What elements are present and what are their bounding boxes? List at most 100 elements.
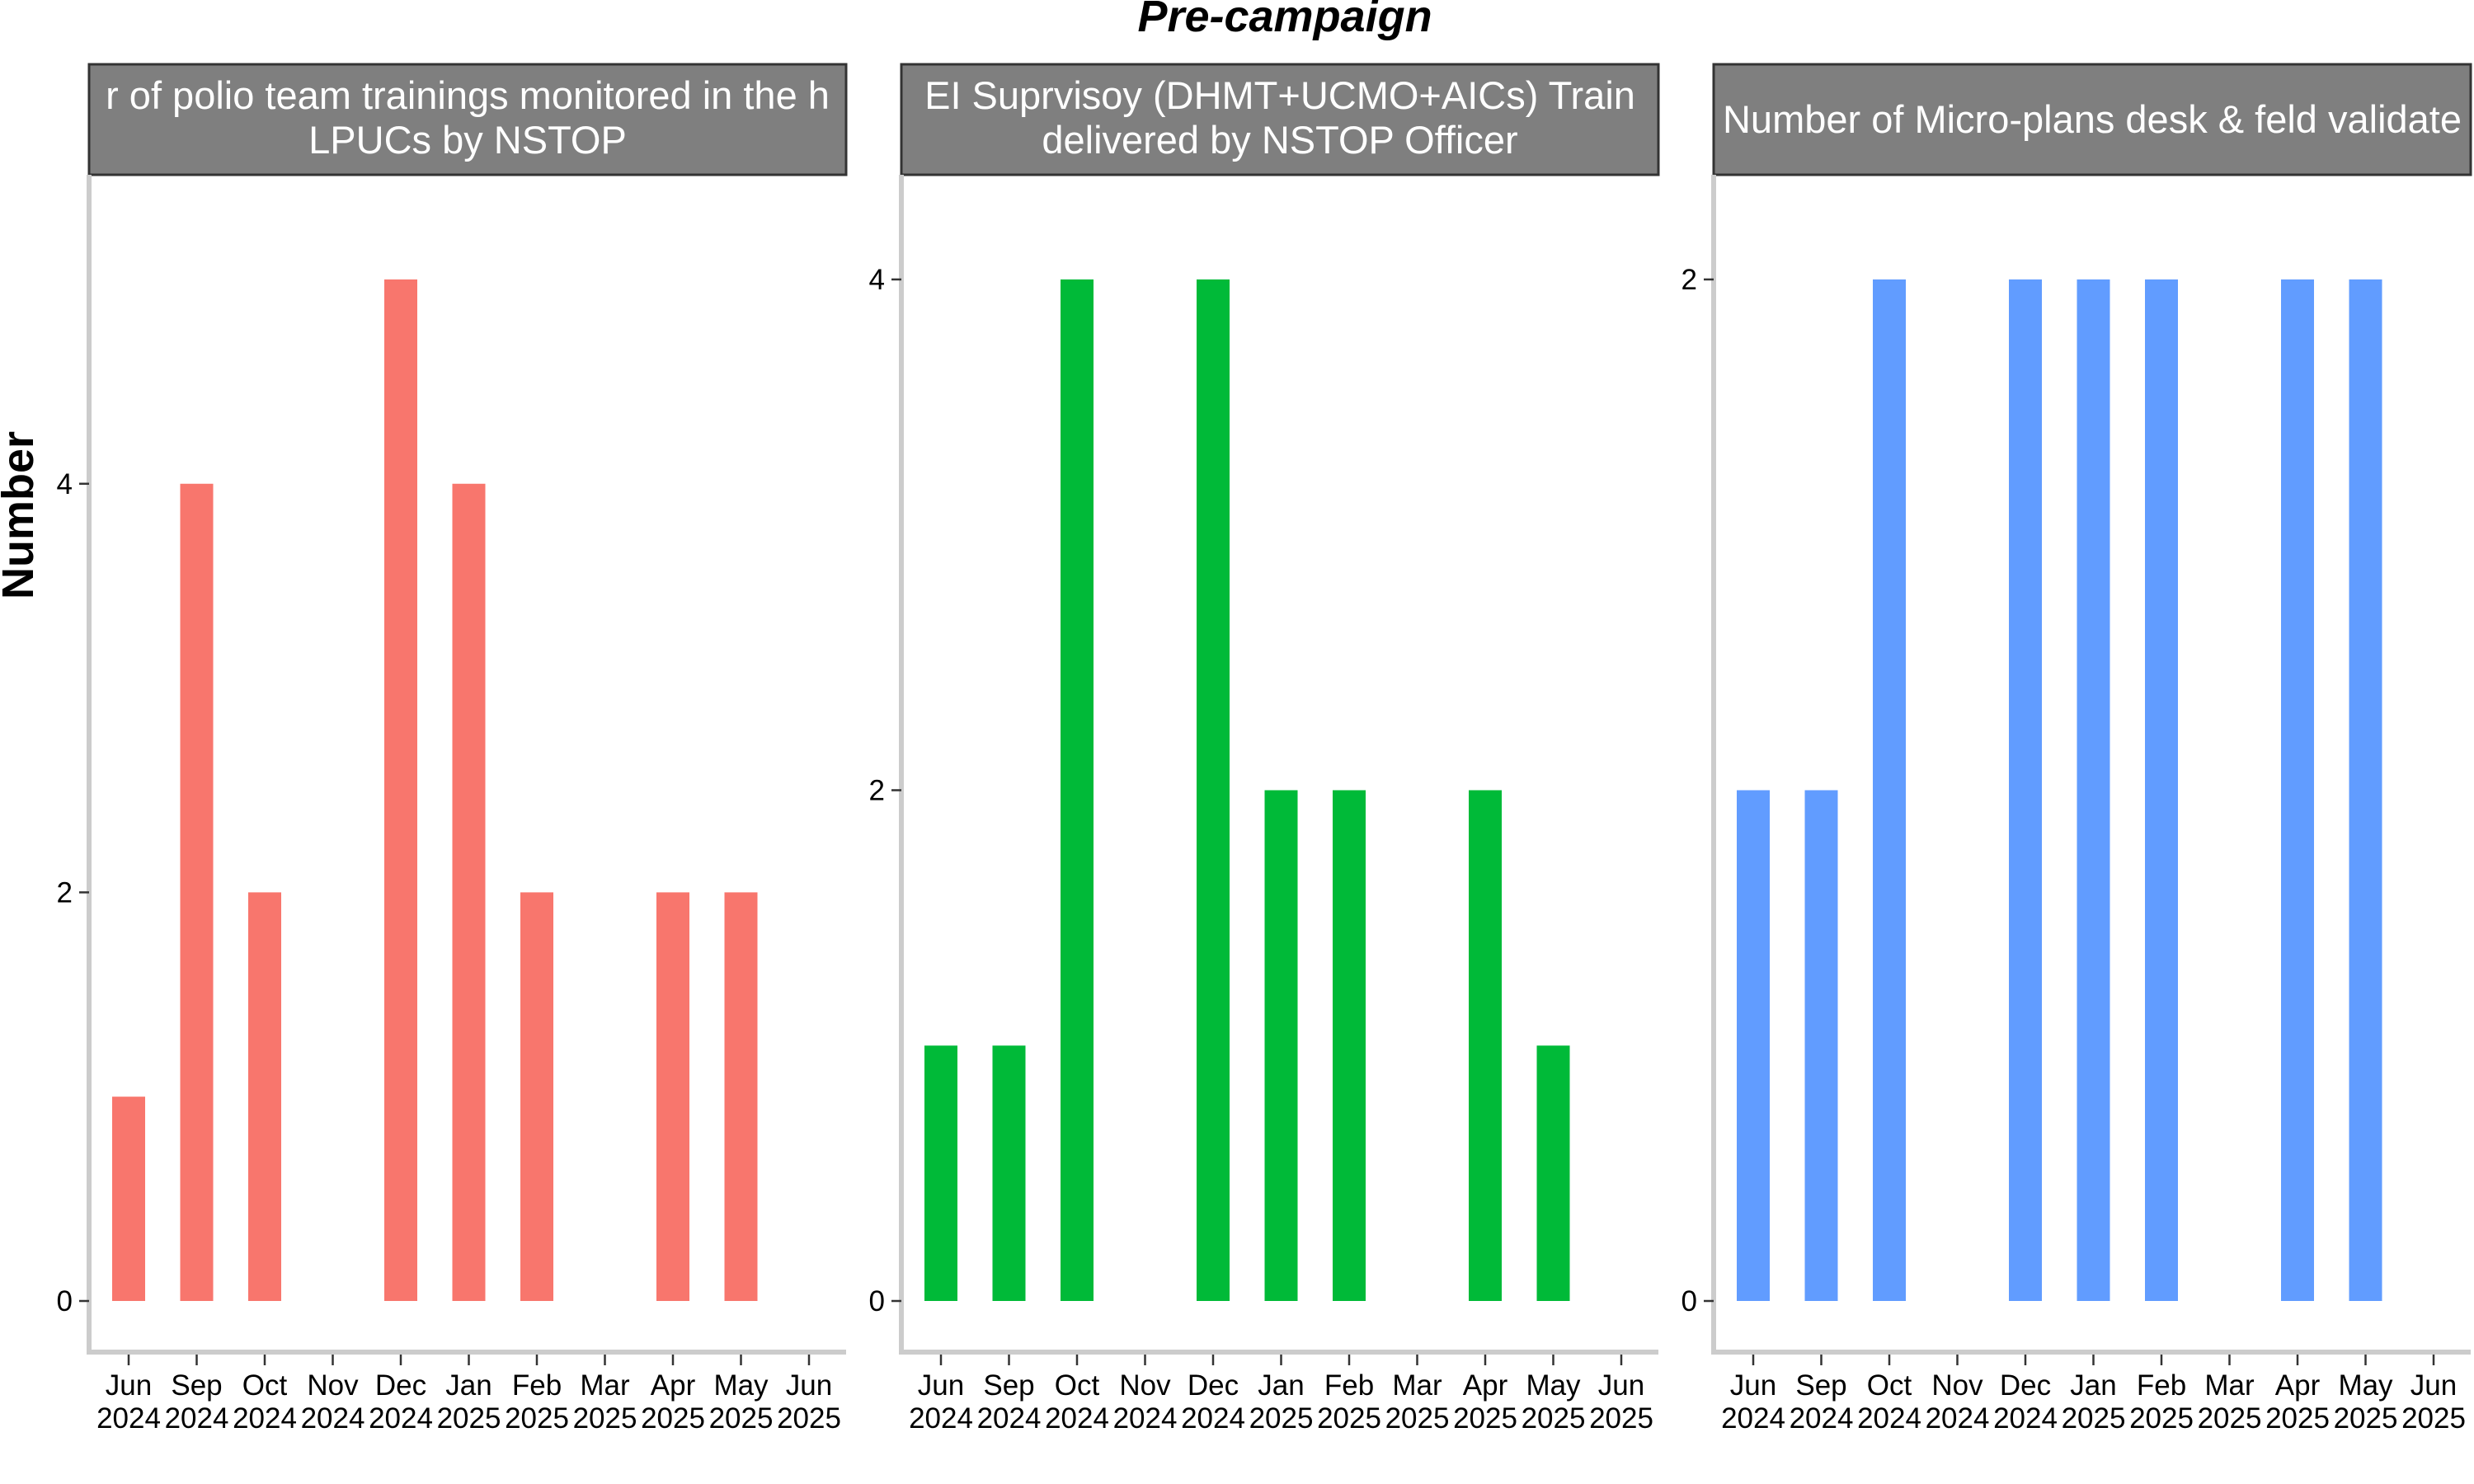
bar [1804,790,1838,1301]
x-tick-label: Feb [1324,1369,1374,1402]
bar [2145,279,2178,1301]
y-tick-label: 2 [57,876,73,909]
bar [992,1045,1026,1301]
panel-2: EI Suprvisoy (DHMT+UCMO+AICs) Traindeliv… [869,63,1660,1435]
x-tick-label: Oct [242,1369,288,1402]
x-tick-label: Mar [2204,1369,2255,1402]
x-tick-label: Jun [2411,1369,2457,1402]
panel-strip [1712,63,2472,176]
y-tick-label: 4 [869,264,885,296]
x-tick-label: Jan [445,1369,492,1402]
x-tick-label: 2025 [1453,1402,1517,1435]
panel-strip [900,63,1660,176]
x-tick-label: Dec [2000,1369,2051,1402]
x-tick-label: Dec [375,1369,426,1402]
x-tick-label: 2024 [96,1402,161,1435]
x-tick-label: Feb [512,1369,562,1402]
x-tick-label: 2024 [1926,1402,1990,1435]
x-tick-label: Feb [2137,1369,2186,1402]
panel-strip [87,63,848,176]
x-tick-label: 2025 [573,1402,637,1435]
bar [1536,1045,1570,1301]
chart-title: Pre-campaign [1137,0,1432,41]
x-tick-label: 2025 [1385,1402,1450,1435]
x-tick-label: 2025 [1317,1402,1381,1435]
x-tick-label: Oct [1055,1369,1100,1402]
x-tick-label: Dec [1188,1369,1239,1402]
x-tick-label: 2024 [1721,1402,1785,1435]
x-tick-label: Jun [786,1369,832,1402]
x-tick-label: Jan [2070,1369,2116,1402]
bar [1873,279,1906,1301]
x-tick-label: Oct [1867,1369,1912,1402]
x-tick-label: Sep [983,1369,1034,1402]
x-tick-label: 2025 [2334,1402,2398,1435]
bar [2349,279,2382,1301]
bar [2009,279,2042,1301]
bar [724,892,758,1301]
x-tick-label: Mar [580,1369,630,1402]
x-tick-label: 2024 [369,1402,433,1435]
bar [2077,279,2110,1301]
x-tick-label: 2024 [165,1402,229,1435]
x-tick-label: 2025 [2129,1402,2194,1435]
x-tick-label: 2024 [909,1402,973,1435]
x-tick-label: 2025 [777,1402,841,1435]
x-tick-label: 2024 [1113,1402,1178,1435]
x-tick-label: 2024 [1993,1402,2058,1435]
panel-title-line: LPUCs by NSTOP [308,118,627,162]
panel-title-line: EI Suprvisoy (DHMT+UCMO+AICs) Train [924,73,1635,117]
x-tick-label: Sep [171,1369,222,1402]
bar [248,892,281,1301]
bar [1264,790,1298,1301]
x-tick-label: May [713,1369,769,1402]
x-tick-label: Apr [1463,1369,1508,1402]
x-tick-label: 2024 [977,1402,1042,1435]
bar [924,1045,957,1301]
x-tick-label: Jan [1258,1369,1304,1402]
bar [452,483,486,1301]
x-tick-label: May [2338,1369,2393,1402]
panel-3: Number of Micro-plans desk & feld valida… [1681,63,2472,1435]
bar [112,1097,145,1301]
y-tick-label: 2 [869,774,885,806]
x-tick-label: 2025 [641,1402,705,1435]
bar [1197,279,1230,1301]
x-tick-label: 2024 [1857,1402,1921,1435]
x-tick-label: Apr [2275,1369,2321,1402]
panel-title-line: delivered by NSTOP Officer [1042,118,1517,162]
x-tick-label: Jun [1598,1369,1644,1402]
panel-title-line: r of polio team trainings monitored in t… [106,73,830,117]
x-tick-label: Jun [918,1369,964,1402]
panels: r of polio team trainings monitored in t… [57,63,2472,1435]
x-tick-label: 2025 [709,1402,774,1435]
x-tick-label: 2025 [1589,1402,1653,1435]
x-tick-label: 2025 [1249,1402,1314,1435]
x-tick-label: Apr [651,1369,696,1402]
x-tick-label: 2025 [2062,1402,2126,1435]
x-tick-label: Nov [307,1369,359,1402]
x-tick-label: 2025 [1522,1402,1586,1435]
x-tick-label: 2024 [1045,1402,1109,1435]
panel-title-line: Number of Micro-plans desk & feld valida… [1723,97,2462,141]
bar [1333,790,1366,1301]
bar [1469,790,1502,1301]
x-tick-label: Mar [1392,1369,1442,1402]
x-tick-label: 2024 [1181,1402,1245,1435]
x-tick-label: 2025 [2401,1402,2466,1435]
x-tick-label: 2024 [233,1402,297,1435]
x-tick-label: Sep [1795,1369,1846,1402]
panel-1: r of polio team trainings monitored in t… [57,63,848,1435]
bar [1737,790,1770,1301]
y-tick-label: 4 [57,468,73,500]
y-tick-label: 0 [1681,1285,1697,1317]
x-tick-label: 2025 [2265,1402,2330,1435]
bar [656,892,689,1301]
x-tick-label: 2025 [2198,1402,2262,1435]
x-tick-label: Nov [1119,1369,1171,1402]
bar [2281,279,2314,1301]
x-tick-label: 2025 [437,1402,501,1435]
x-tick-label: 2024 [1790,1402,1854,1435]
bar [520,892,553,1301]
